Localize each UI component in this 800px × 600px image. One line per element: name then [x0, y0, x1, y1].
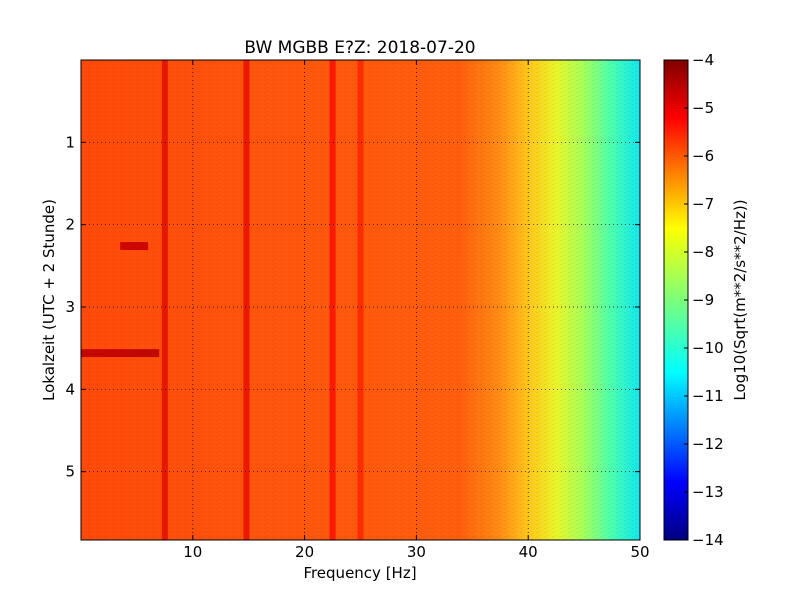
- colorbar-tick-label: −4: [692, 51, 714, 69]
- noise-burst: [81, 349, 160, 358]
- colorbar-tick-label: −11: [692, 387, 724, 405]
- colorbar-tick-label: −6: [692, 147, 714, 165]
- colorbar-tick-label: −7: [692, 195, 714, 213]
- chart-title: BW MGBB E?Z: 2018-07-20: [244, 38, 475, 58]
- x-tick-label: 50: [630, 543, 649, 561]
- x-axis-ticks: 10 20 30 40 50: [183, 60, 650, 561]
- colorbar-tick-label: −10: [692, 339, 724, 357]
- spectral-line: [329, 60, 336, 540]
- y-tick-label: 1: [65, 133, 75, 151]
- y-tick-label: 2: [65, 216, 75, 234]
- colorbar-tick-label: −12: [692, 435, 724, 453]
- y-tick-label: 5: [65, 463, 75, 481]
- x-tick-label: 10: [183, 543, 202, 561]
- noise-burst: [120, 242, 149, 251]
- x-tick-label: 20: [295, 543, 314, 561]
- spectral-line: [357, 60, 364, 540]
- colorbar-label: Log10(Sqrt(m**2/s**2/Hz)): [731, 199, 749, 400]
- x-tick-label: 30: [407, 543, 426, 561]
- colorbar-tick-label: −5: [692, 99, 714, 117]
- y-tick-label: 4: [65, 380, 75, 398]
- y-tick-label: 3: [65, 298, 75, 316]
- x-axis-label: Frequency [Hz]: [303, 564, 416, 582]
- spectral-line: [161, 60, 168, 540]
- colorbar-tick-label: −8: [692, 243, 714, 261]
- y-axis-label: Lokalzeit (UTC + 2 Stunde): [40, 199, 58, 401]
- colorbar: −4 −5 −6 −7 −8 −9 −10 −11 −12 −13 −14 Log10(Sqrt(m…: [663, 51, 749, 549]
- colorbar-tick-label: −14: [692, 531, 724, 549]
- grid-lines: [81, 60, 640, 540]
- x-tick-label: 40: [519, 543, 538, 561]
- spectrogram-marks: [81, 60, 364, 540]
- plot-frame: [80, 59, 641, 541]
- y-axis-ticks: 1 2 3 4 5: [65, 133, 640, 481]
- plot-area: [81, 60, 640, 540]
- colorbar-ticks: −4 −5 −6 −7 −8 −9 −10 −11 −12 −13 −14: [684, 51, 724, 549]
- colorbar-tick-label: −9: [692, 291, 714, 309]
- colorbar-tick-label: −13: [692, 483, 724, 501]
- spectral-line: [243, 60, 250, 540]
